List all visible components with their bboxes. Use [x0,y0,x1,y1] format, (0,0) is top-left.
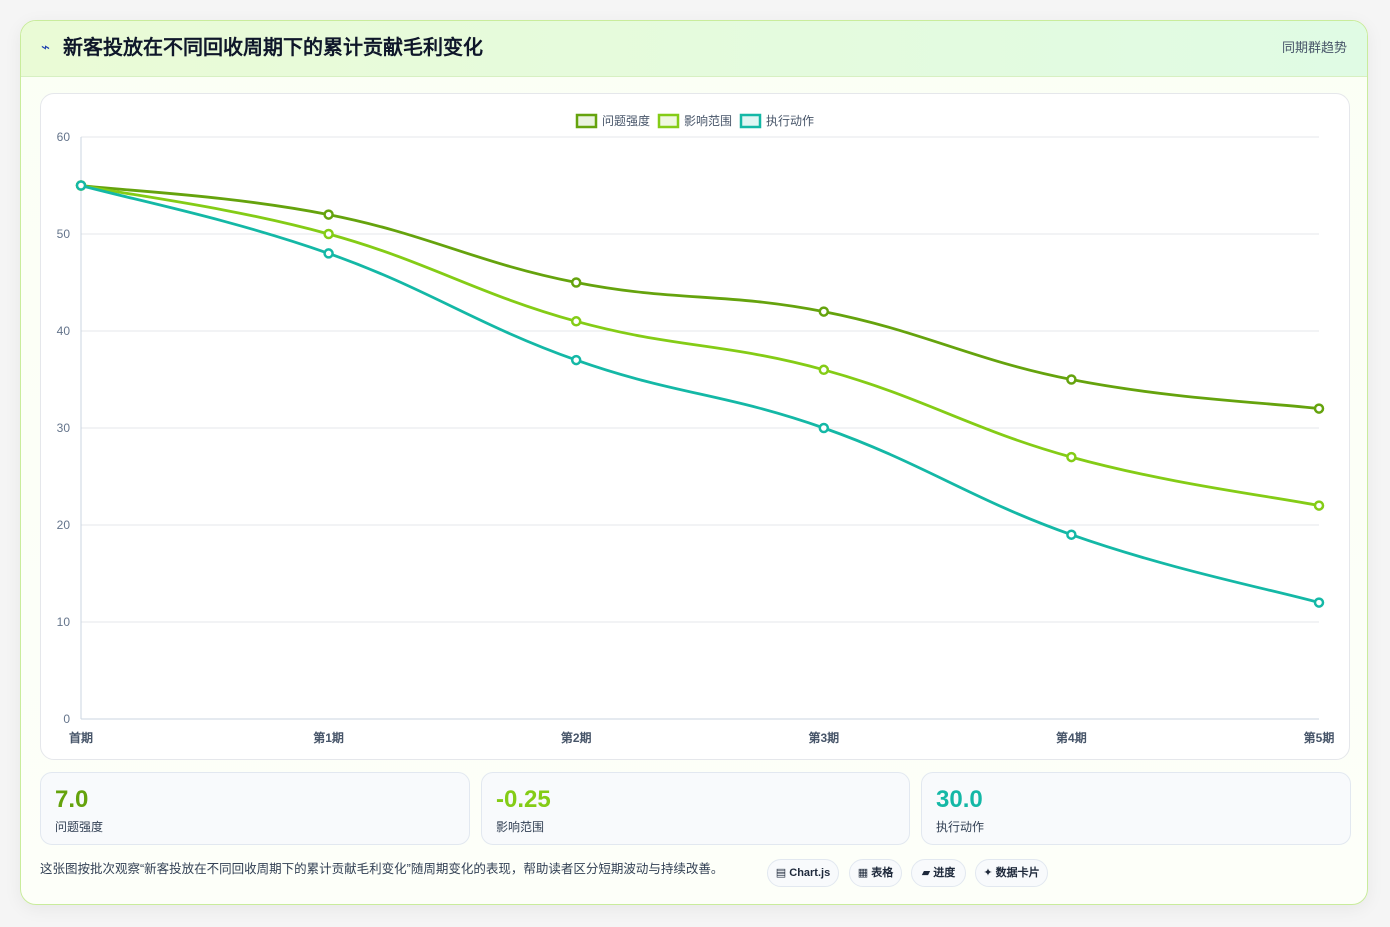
chip-label: 进度 [933,867,956,879]
legend-label: 影响范围 [684,113,732,128]
x-tick-label: 第1期 [313,730,344,745]
legend-swatch [739,113,762,129]
data-point [818,364,830,376]
stat-value: 7.0 [55,786,89,813]
x-tick-label: 第5期 [1304,730,1335,745]
legend-label: 执行动作 [766,114,814,128]
legend-swatch [657,113,680,129]
chart-title: 新客投放在不同回收周期下的累计贡献毛利变化 [63,37,483,59]
data-point [570,277,582,288]
chart-description: 这张图按批次观察“新客投放在不同回收周期下的累计贡献毛利变化”随周期变化的表现，… [40,862,724,876]
x-tick-label: 首期 [69,730,93,745]
series-line [80,184,1320,604]
data-point [1313,597,1325,608]
y-tick-label: 40 [57,324,71,338]
plot-area: 0 10 20 30 40 50 60 首期 第1期 第2期 第3期 第4期 第5期 问题强度 影响范围 执行… [40,93,1350,760]
sparkle-icon: ✦ [983,867,993,879]
trend-icon: ⌁ [41,39,51,56]
x-tick-label: 第4期 [1056,730,1087,745]
data-point [323,209,334,220]
data-point [818,306,830,317]
stat-label: 影响范围 [496,820,545,834]
y-tick-label: 50 [57,227,71,241]
progress-icon: ▰ [921,867,931,879]
chip-progress[interactable]: ▰ 进度 [911,859,966,887]
x-tick-label: 第3期 [808,730,839,745]
data-point [1313,403,1325,414]
data-point [75,180,87,191]
data-point [1066,374,1077,385]
stat-value: -0.25 [496,786,551,813]
y-tick-label: 30 [57,421,71,435]
chip-table[interactable]: ▦ 表格 [849,859,902,887]
line-chart: 0 10 20 30 40 50 60 首期 第1期 第2期 第3期 第4期 第5期 问题强度 影响范围 执行… [57,113,1335,745]
series-line [80,184,1320,507]
stat-card-action: 30.0 执行动作 [921,772,1351,845]
data-point [323,228,334,240]
stat-card-scope: -0.25 影响范围 [481,772,910,845]
header-tag: 同期群趋势 [1281,40,1347,55]
stat-card-intensity: 7.0 问题强度 [40,772,470,845]
y-tick-label: 60 [57,130,71,144]
x-tick-label: 第2期 [561,730,592,745]
y-tick-label: 20 [57,518,71,532]
y-tick-label: 10 [57,615,71,629]
stat-label: 问题强度 [55,820,104,834]
legend-swatch [575,113,598,129]
data-point [570,316,582,327]
chart-card: ⌁ 新客投放在不同回收周期下的累计贡献毛利变化 同期群趋势 0 10 20 30 40 5… [20,20,1368,905]
card-header: ⌁ 新客投放在不同回收周期下的累计贡献毛利变化 同期群趋势 [21,21,1367,77]
chip-chartjs[interactable]: ▤ Chart.js [767,859,839,887]
stat-value: 30.0 [936,786,983,813]
chip-label: 表格 [871,867,894,879]
data-point [1066,451,1077,463]
y-tick-label: 0 [63,712,70,726]
chart-icon: ▤ [775,867,787,879]
table-icon: ▦ [857,867,869,879]
data-point [570,354,582,366]
data-point [323,248,334,259]
data-point [1066,529,1077,540]
legend-label: 问题强度 [602,113,650,128]
data-point [818,422,830,434]
stat-label: 执行动作 [936,820,985,834]
series-line [80,184,1320,410]
chip-label: Chart.js [789,867,831,879]
chip-label: 数据卡片 [995,867,1040,879]
data-point [1313,500,1325,511]
chip-data-card[interactable]: ✦ 数据卡片 [975,859,1048,887]
